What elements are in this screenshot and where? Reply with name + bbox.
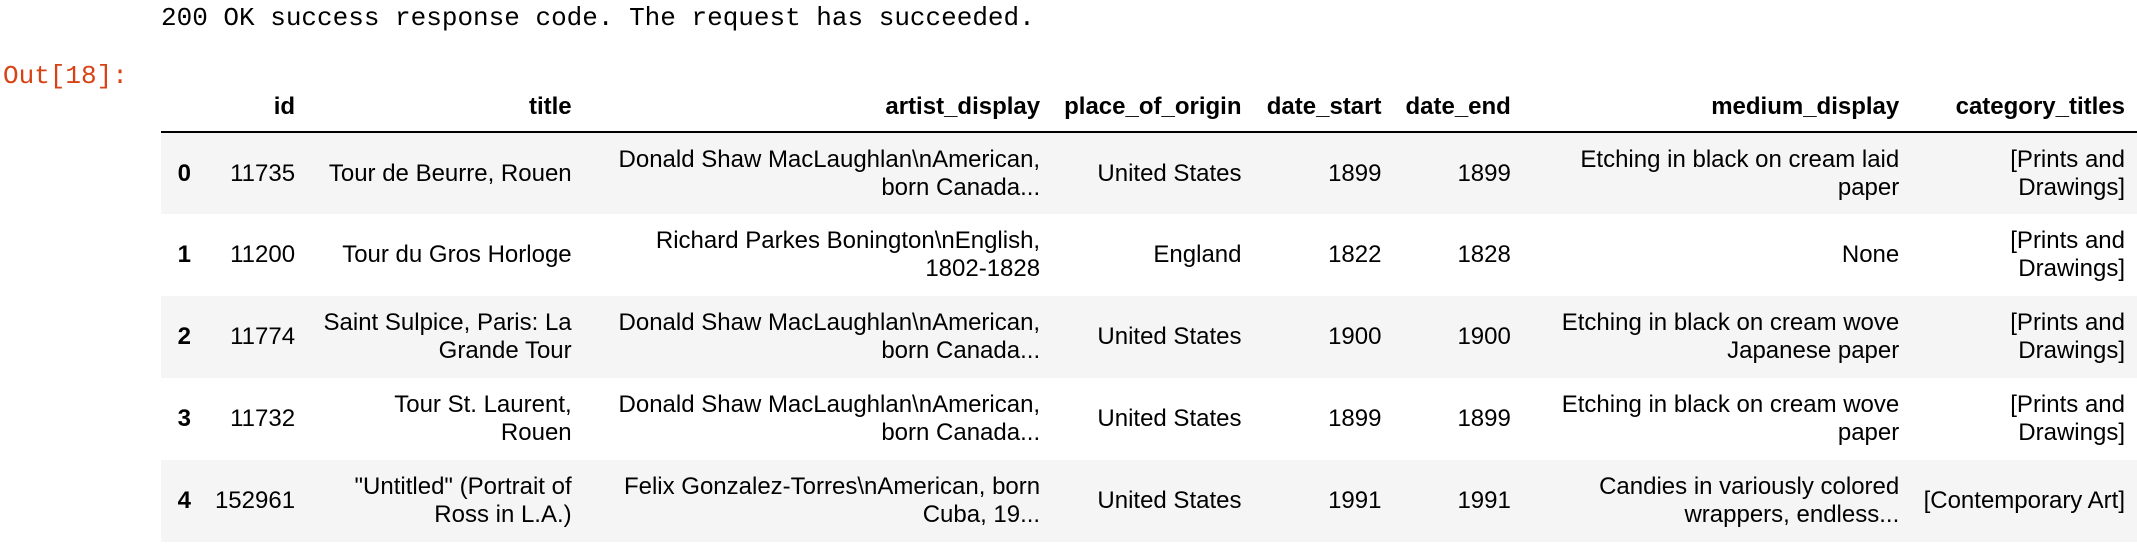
cell-artist-display: Donald Shaw MacLaughlan\nAmerican, born … — [618, 145, 1041, 201]
table-row: 4 152961 "Untitled" (Portrait of Ross in… — [161, 460, 2137, 542]
table-row: 1 11200 Tour du Gros Horloge Richard Par… — [161, 214, 2137, 296]
header-place-of-origin: place_of_origin — [1052, 82, 1254, 133]
cell-date-start: 1899 — [1328, 159, 1382, 187]
cell-id: 11732 — [230, 405, 296, 432]
header-index — [161, 82, 203, 133]
cell-date-end: 1900 — [1457, 323, 1511, 350]
header-artist-display: artist_display — [583, 82, 1053, 133]
cell-date-start: 1900 — [1328, 323, 1382, 350]
cell-artist-display: Richard Parkes Bonington\nEnglish, 1802-… — [655, 227, 1041, 282]
cell-place-of-origin: United States — [1097, 405, 1242, 432]
header-category-titles: category_titles — [1911, 82, 2137, 133]
cell-medium-display: Etching in black on cream wove Japanese … — [1561, 309, 1900, 364]
header-row: id title artist_display place_of_origin … — [161, 82, 2137, 133]
dataframe-table: id title artist_display place_of_origin … — [161, 82, 2137, 542]
cell-place-of-origin: United States — [1097, 323, 1242, 350]
cell-medium-display: Candies in variously colored wrappers, e… — [1599, 473, 1900, 528]
cell-date-start: 1899 — [1328, 405, 1382, 432]
header-id: id — [202, 82, 308, 133]
cell-date-end: 1991 — [1457, 487, 1511, 514]
cell-place-of-origin: United States — [1097, 487, 1242, 514]
row-index: 4 — [177, 487, 191, 514]
header-date-end: date_end — [1393, 82, 1523, 133]
cell-category-titles: [Prints and Drawings] — [2010, 227, 2125, 282]
cell-id: 11735 — [230, 159, 296, 187]
cell-category-titles: [Contemporary Art] — [1923, 487, 2125, 514]
cell-medium-display: Etching in black on cream wove paper — [1561, 391, 1900, 446]
cell-place-of-origin: United States — [1097, 159, 1242, 187]
row-index: 1 — [177, 241, 191, 268]
stream-output-text: 200 OK success response code. The reques… — [161, 3, 1035, 33]
cell-date-end: 1828 — [1457, 241, 1511, 268]
cell-place-of-origin: England — [1153, 241, 1242, 268]
cell-date-start: 1991 — [1328, 487, 1382, 514]
cell-category-titles: [Prints and Drawings] — [2010, 145, 2125, 201]
cell-date-start: 1822 — [1328, 241, 1382, 268]
row-index: 0 — [177, 159, 191, 187]
dataframe-output: id title artist_display place_of_origin … — [161, 82, 2137, 542]
cell-artist-display: Felix Gonzalez-Torres\nAmerican, born Cu… — [623, 473, 1041, 528]
cell-id: 152961 — [214, 487, 296, 514]
cell-artist-display: Donald Shaw MacLaughlan\nAmerican, born … — [618, 391, 1041, 446]
cell-medium-display: None — [1841, 241, 1900, 268]
header-medium-display: medium_display — [1522, 82, 1912, 133]
cell-title: Saint Sulpice, Paris: La Grande Tour — [323, 309, 572, 364]
row-index: 2 — [177, 323, 191, 350]
header-title: title — [307, 82, 584, 133]
cell-category-titles: [Prints and Drawings] — [2010, 391, 2125, 446]
table-row: 2 11774 Saint Sulpice, Paris: La Grande … — [161, 296, 2137, 378]
cell-medium-display: Etching in black on cream laid paper — [1580, 145, 1900, 201]
cell-id: 11200 — [230, 241, 296, 268]
cell-artist-display: Donald Shaw MacLaughlan\nAmerican, born … — [618, 309, 1041, 364]
cell-title: Tour St. Laurent, Rouen — [394, 391, 572, 446]
cell-title: "Untitled" (Portrait of Ross in L.A.) — [354, 473, 572, 528]
cell-date-end: 1899 — [1457, 405, 1511, 432]
out-prompt: Out[18]: — [3, 61, 128, 91]
cell-category-titles: [Prints and Drawings] — [2010, 309, 2125, 364]
cell-title: Tour de Beurre, Rouen — [328, 159, 572, 187]
cell-id: 11774 — [230, 323, 296, 350]
header-date-start: date_start — [1253, 82, 1394, 133]
table-row: 0 11735 Tour de Beurre, Rouen Donald Sha… — [161, 132, 2137, 214]
table-row: 3 11732 Tour St. Laurent, Rouen Donald S… — [161, 378, 2137, 460]
cell-title: Tour du Gros Horloge — [342, 241, 572, 268]
row-index: 3 — [177, 405, 191, 432]
cell-date-end: 1899 — [1457, 159, 1511, 187]
